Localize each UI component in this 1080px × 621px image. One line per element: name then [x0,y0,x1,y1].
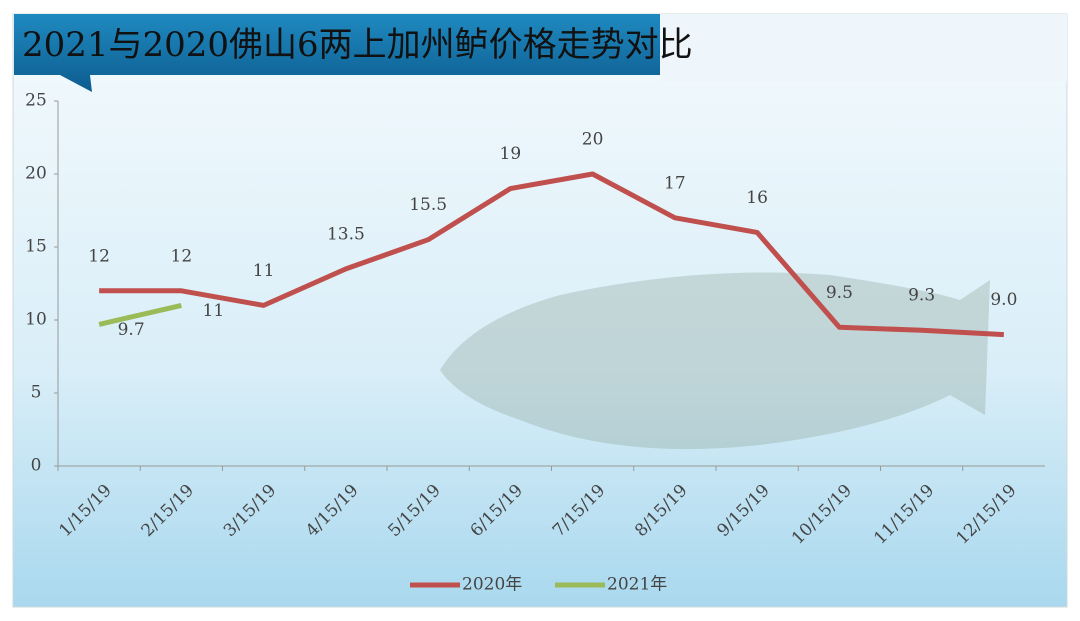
data-label: 11 [203,301,225,321]
chart-title: 2021与2020佛山6两上加州鲈价格走势对比 [22,25,693,65]
y-tick-label: 0 [31,456,42,476]
series-line [98,302,182,327]
data-label: 9.5 [826,283,853,303]
title-banner [14,14,660,92]
y-tick-label: 10 [25,310,47,330]
legend-label: 2021年 [607,575,667,595]
data-label: 15.5 [409,195,447,215]
data-label: 13.5 [327,224,365,244]
data-label: 12 [171,246,193,266]
series-line [99,171,1005,338]
y-tick-label: 20 [25,164,47,184]
data-label: 19 [500,144,522,164]
data-label: 9.0 [990,290,1017,310]
data-label: 11 [253,261,275,281]
background [12,13,1068,608]
fish-decoration [440,272,990,450]
title-strip [660,14,1067,82]
y-tick-label: 15 [25,237,47,257]
data-label: 9.3 [908,286,935,306]
data-label: 20 [582,130,604,150]
y-tick-label: 5 [31,383,42,403]
y-tick-label: 25 [25,91,47,111]
data-label: 16 [746,188,768,208]
data-label: 9.7 [118,320,145,340]
legend-label: 2020年 [462,575,522,595]
data-label: 12 [88,246,110,266]
data-label: 17 [664,173,686,193]
